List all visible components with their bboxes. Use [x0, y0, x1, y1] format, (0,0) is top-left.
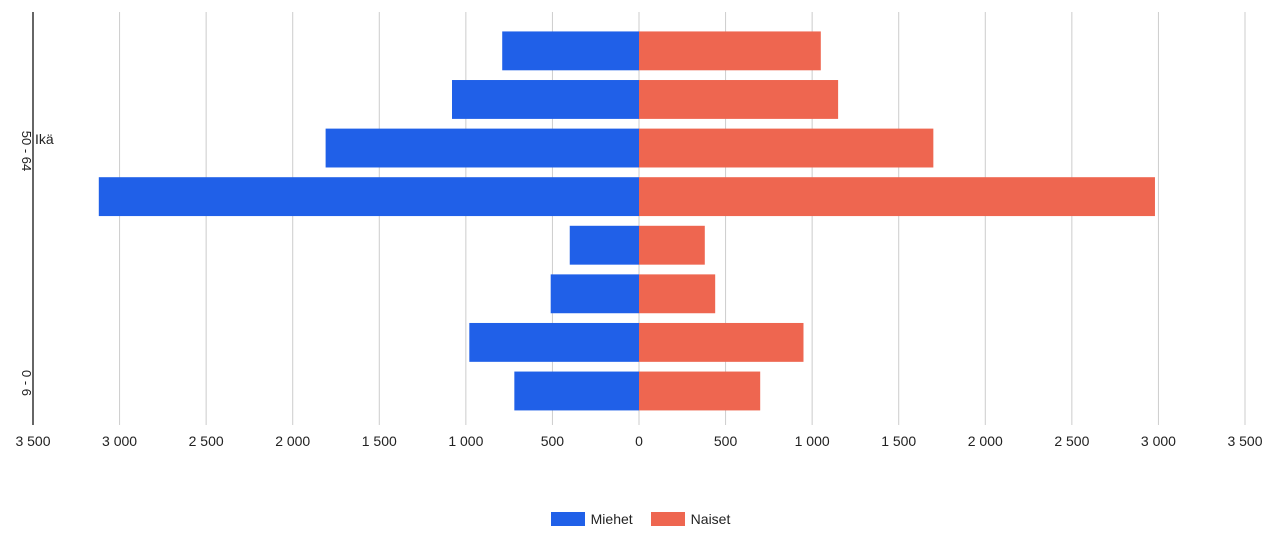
x-tick-label: 3 000: [102, 433, 137, 449]
bar-naiset: [639, 225, 705, 265]
legend-label-naiset: Naiset: [690, 511, 731, 527]
x-tick-label: 2 000: [968, 433, 1003, 449]
x-tick-label: 500: [714, 433, 738, 449]
y-tick-label: 50 - 64: [19, 131, 34, 171]
bar-naiset: [639, 177, 1155, 217]
y-tick-label: 0 - 6: [19, 370, 34, 396]
bar-naiset: [639, 371, 761, 411]
x-tick-label: 1 000: [448, 433, 483, 449]
x-tick-label: 2 500: [1054, 433, 1089, 449]
bar-naiset: [639, 128, 934, 168]
bar-miehet: [469, 322, 639, 362]
bar-miehet: [98, 177, 639, 217]
legend-swatch-naiset: [650, 512, 685, 526]
x-tick-label: 3 500: [15, 433, 50, 449]
x-tick-label: 2 500: [189, 433, 224, 449]
bar-naiset: [639, 322, 804, 362]
bar-miehet: [502, 31, 639, 71]
bar-miehet: [514, 371, 639, 411]
legend-label-miehet: Miehet: [590, 511, 633, 527]
x-tick-label: 2 000: [275, 433, 310, 449]
bar-naiset: [639, 274, 716, 314]
legend-item-miehet[interactable]: Miehet: [550, 511, 633, 527]
bar-miehet: [569, 225, 639, 265]
legend-item-naiset[interactable]: Naiset: [650, 511, 731, 527]
legend-swatch-miehet: [550, 512, 585, 526]
bar-miehet: [325, 128, 639, 168]
bar-miehet: [452, 80, 639, 119]
x-tick-label: 1 500: [362, 433, 397, 449]
x-tick-label: 500: [541, 433, 565, 449]
x-tick-label: 3 500: [1227, 433, 1262, 449]
bar-miehet: [550, 274, 639, 314]
x-tick-label: 1 000: [795, 433, 830, 449]
bar-naiset: [639, 80, 839, 119]
x-tick-label: 1 500: [881, 433, 916, 449]
legend: Miehet Naiset: [0, 511, 1281, 527]
bar-naiset: [639, 31, 821, 71]
x-tick-label: 0: [635, 433, 643, 449]
y-axis-title: Ikä: [35, 131, 54, 147]
x-tick-label: 3 000: [1141, 433, 1176, 449]
